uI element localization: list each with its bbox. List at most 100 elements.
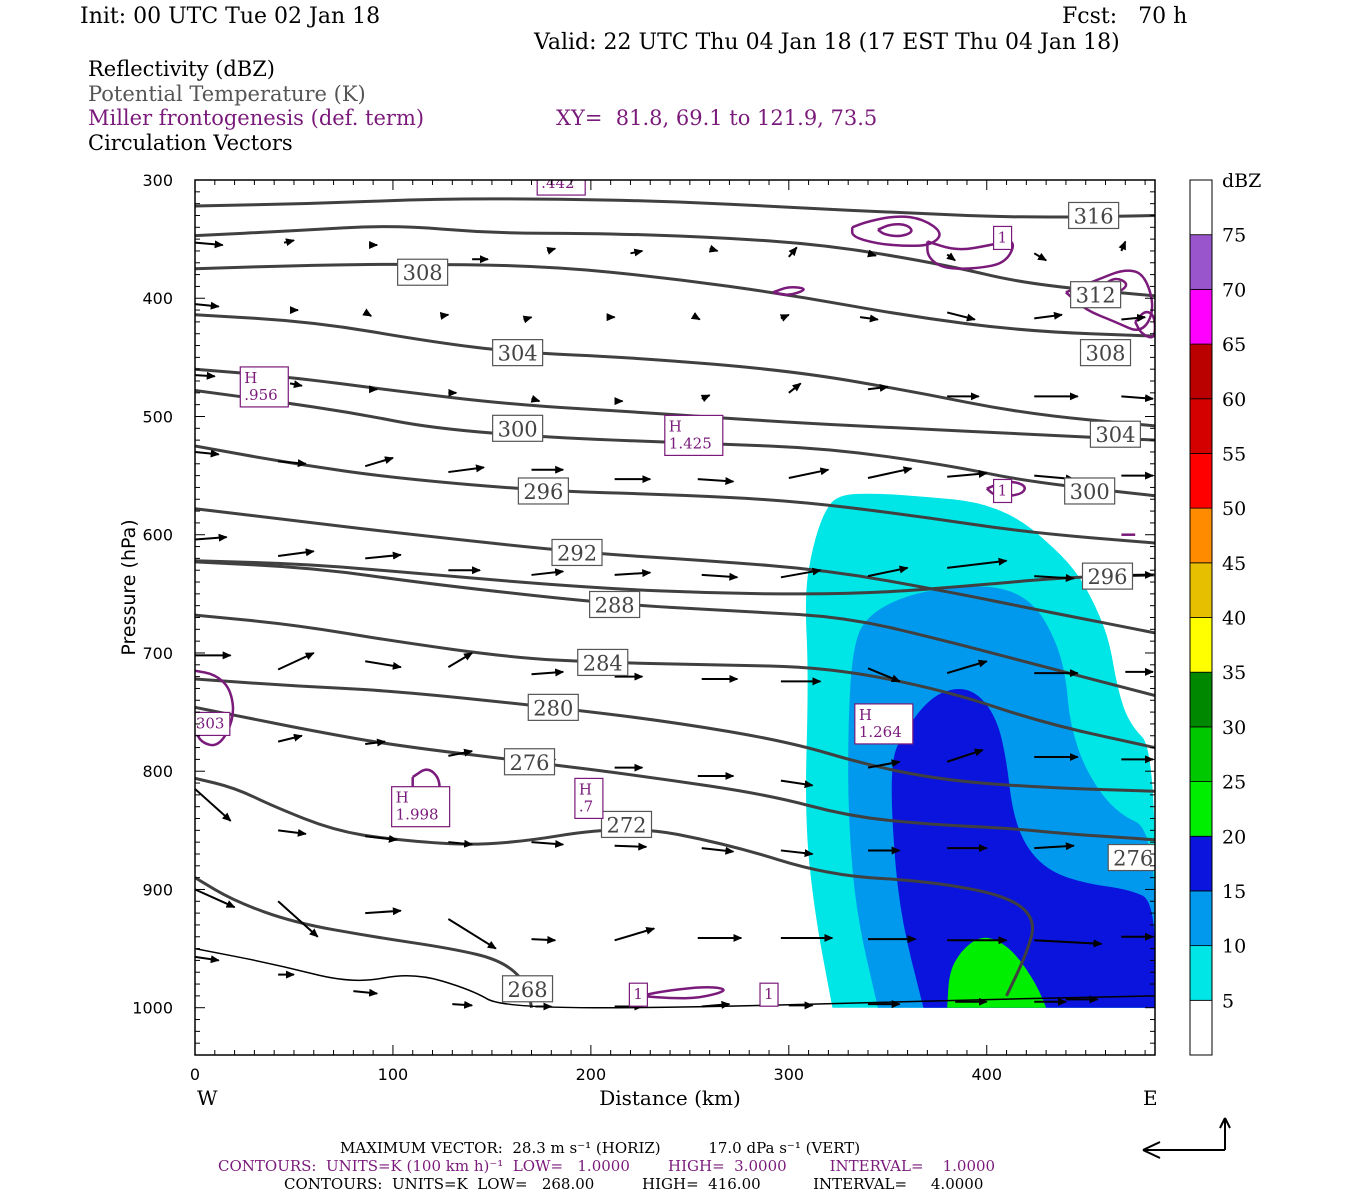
theta-label-300: 300 [492, 414, 544, 442]
svg-text:276: 276 [509, 751, 549, 775]
x-tick-label: 100 [378, 1065, 409, 1084]
circulation-vector [701, 1000, 731, 1009]
colorbar-label: 50 [1222, 498, 1246, 520]
theta-contour-288 [195, 560, 1155, 697]
circulation-vector [195, 788, 232, 822]
frontogenesis-label: H.7 [574, 777, 604, 820]
svg-text:312: 312 [1076, 284, 1116, 308]
circulation-vector [447, 652, 473, 669]
max-vector-text: MAXIMUM VECTOR: 28.3 m s⁻¹ (HORIZ) 17.0 … [340, 1139, 861, 1157]
theta-label-288: 288 [589, 590, 641, 619]
circulation-vector [364, 456, 394, 468]
x-tick-label: 400 [971, 1065, 1002, 1084]
west-label: W [197, 1086, 218, 1110]
circulation-vector [278, 548, 315, 558]
circulation-vector [546, 247, 557, 255]
circulation-vector [867, 466, 913, 479]
theta-label-284: 284 [577, 648, 629, 677]
svg-text:292: 292 [557, 541, 597, 565]
svg-text:304: 304 [498, 342, 538, 366]
y-tick-label: 400 [142, 289, 173, 308]
circulation-vector [788, 246, 798, 258]
circulation-vector [867, 383, 889, 392]
circulation-vector [859, 314, 879, 323]
colorbar-label: 25 [1222, 772, 1246, 794]
circulation-vector [946, 748, 984, 763]
valid-time: Valid: 22 UTC Thu 04 Jan 18 (17 EST Thu … [534, 30, 1120, 55]
frontogenesis-label: 1 [992, 478, 1013, 504]
circulation-vector [278, 828, 307, 837]
frontogenesis-label: H.956 [239, 366, 289, 408]
theta-contour-304 [195, 367, 1155, 442]
circulation-vector [700, 394, 711, 403]
frontogenesis-label: H1.425 [664, 414, 724, 457]
circulation-vector [439, 312, 450, 320]
colorbar-unit: dBZ [1222, 170, 1261, 192]
circulation-vector [365, 907, 402, 916]
circulation-vector [289, 380, 303, 389]
circulation-vector [867, 565, 909, 578]
circulation-vector [1121, 394, 1155, 403]
circulation-vector [1033, 252, 1047, 262]
colorbar-segment [1189, 398, 1213, 454]
circulation-vector [946, 659, 988, 675]
svg-text:.956: .956 [244, 386, 277, 404]
svg-text:296: 296 [1087, 565, 1127, 589]
frontogenesis-label: 303 [195, 711, 231, 737]
circulation-vector [780, 779, 814, 789]
colorbar-label: 30 [1222, 717, 1246, 739]
circulation-vector [614, 842, 648, 851]
theta-label-316: 316 [1068, 201, 1120, 230]
svg-text:1: 1 [633, 985, 643, 1003]
frontogenesis-label: .442 [536, 174, 586, 196]
plot-area: 316 312 308 308 304 300 304 296 300 292 296 288 284 2… [195, 174, 1155, 1011]
colorbar-label: 5 [1222, 990, 1234, 1012]
circulation-vector [614, 569, 652, 578]
circulation-vector [195, 301, 220, 310]
circulation-vector [867, 759, 901, 769]
colorbar-label: 15 [1222, 881, 1246, 903]
theta-contour-292 [195, 507, 1155, 635]
circulation-vector [1034, 842, 1075, 851]
colorbar-label: 60 [1222, 389, 1246, 411]
circulation-vector [946, 252, 956, 262]
colorbar-segment [1189, 890, 1213, 947]
circulation-vector [195, 955, 220, 964]
theta-contour-280 [195, 677, 1155, 793]
circulation-vector [1118, 240, 1127, 252]
circulation-vector [1034, 939, 1103, 948]
circulation-vector [788, 382, 802, 394]
theta-contour-284 [195, 613, 1155, 750]
theta-label-312: 312 [1070, 281, 1122, 309]
theta-contour-316 [195, 197, 1155, 219]
colorbar-label: 75 [1222, 225, 1246, 247]
circulation-vector [365, 551, 402, 560]
circulation-vector [362, 308, 373, 317]
svg-text:308: 308 [1085, 342, 1125, 366]
svg-text:296: 296 [523, 480, 563, 504]
colorbar-label: 10 [1222, 936, 1246, 958]
theta-label-280: 280 [527, 693, 579, 721]
circulation-vector [780, 849, 814, 858]
y-tick-label: 600 [142, 526, 173, 545]
theta-label-308: 308 [397, 258, 449, 286]
theta-label-308: 308 [1079, 339, 1132, 367]
circulation-vector [195, 533, 228, 542]
circulation-vector [353, 988, 379, 997]
theta-label-292: 292 [551, 538, 603, 567]
svg-text:1.264: 1.264 [859, 723, 902, 741]
y-tick-label: 900 [142, 880, 173, 899]
theta-contour-300 [195, 389, 1155, 498]
svg-text:.442: .442 [541, 174, 574, 192]
theta-contour-308 [195, 262, 1155, 338]
theta-contour-268 [195, 876, 533, 1008]
colorbar-segment [1189, 671, 1213, 728]
colorbar-frame [1189, 179, 1213, 1056]
theta-label-272: 272 [600, 810, 653, 839]
circulation-vector [1034, 311, 1063, 320]
frontogenesis-label: 1 [628, 982, 648, 1007]
colorbar-segment [1189, 288, 1213, 345]
circulation-vector [701, 846, 735, 855]
circulation-vector [195, 888, 236, 909]
